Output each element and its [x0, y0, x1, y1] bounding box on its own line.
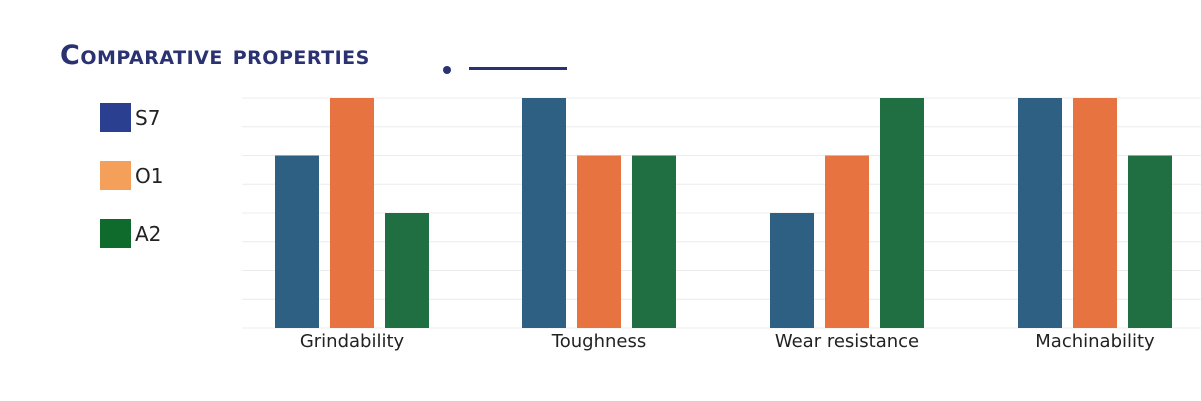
bar-a2-grindability	[385, 213, 429, 328]
bar-a2-wear-resistance	[880, 98, 924, 328]
legend-label-a2: A2	[135, 221, 162, 246]
bar-o1-wear-resistance	[825, 155, 869, 328]
x-tick-label: Toughness	[551, 331, 646, 352]
chart-title: Comparative properties	[60, 40, 370, 70]
legend-item-s7: S7	[100, 103, 163, 132]
bar-a2-toughness	[632, 155, 676, 328]
title-underline-decoration	[469, 67, 567, 70]
bar-o1-grindability	[330, 98, 374, 328]
legend-label-s7: S7	[135, 105, 161, 130]
bar-s7-toughness	[522, 98, 566, 328]
chart-legend: S7 O1 A2	[100, 103, 163, 277]
bar-s7-machinability	[1018, 98, 1062, 328]
x-tick-label: Grindability	[300, 331, 405, 352]
x-tick-label: Wear resistance	[775, 331, 919, 352]
title-dot-decoration	[443, 66, 451, 74]
legend-item-a2: A2	[100, 219, 163, 248]
legend-swatch-a2	[100, 219, 131, 248]
legend-label-o1: O1	[135, 163, 164, 188]
legend-item-o1: O1	[100, 161, 163, 190]
legend-swatch-o1	[100, 161, 131, 190]
x-tick-label: Machinability	[1035, 331, 1155, 352]
bar-o1-toughness	[577, 155, 621, 328]
bar-s7-grindability	[275, 155, 319, 328]
legend-swatch-s7	[100, 103, 131, 132]
bar-a2-machinability	[1128, 155, 1172, 328]
bar-o1-machinability	[1073, 98, 1117, 328]
bar-s7-wear-resistance	[770, 213, 814, 328]
